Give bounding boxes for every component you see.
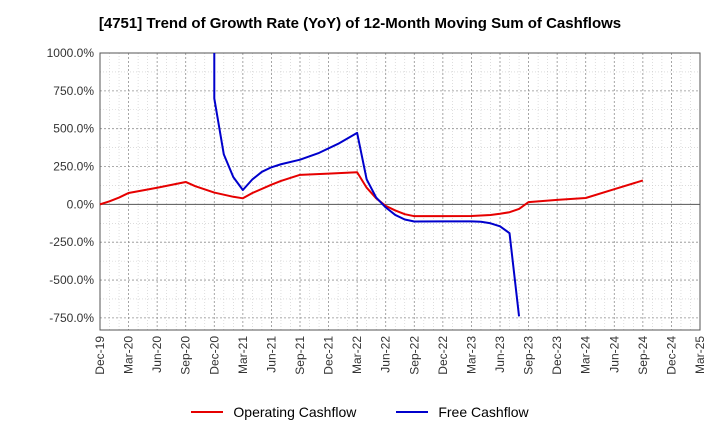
x-tick-label: Dec-21 — [322, 336, 336, 375]
x-tick-label: Mar-23 — [464, 336, 478, 374]
legend-item-free: Free Cashflow — [396, 404, 529, 420]
legend-label-free: Free Cashflow — [438, 404, 529, 420]
x-tick-label: Dec-19 — [93, 336, 107, 375]
x-tick-label: Jun-22 — [379, 336, 393, 373]
legend-item-operating: Operating Cashflow — [191, 404, 356, 420]
x-tick-label: Dec-24 — [664, 336, 678, 375]
x-tick-label: Mar-22 — [350, 336, 364, 374]
y-tick-label: 500.0% — [53, 122, 94, 136]
free-cashflow-line — [213, 53, 521, 317]
y-tick-label: 0.0% — [67, 197, 95, 211]
x-tick-label: Jun-23 — [493, 336, 507, 373]
x-tick-label: Sep-20 — [179, 336, 193, 375]
x-tick-label: Dec-22 — [436, 336, 450, 375]
legend-swatch-operating — [191, 411, 224, 413]
x-tick-label: Jun-21 — [264, 336, 278, 373]
y-tick-label: 750.0% — [53, 84, 94, 98]
y-tick-label: -250.0% — [49, 235, 94, 249]
x-tick-label: Sep-23 — [522, 336, 536, 375]
y-tick-label: 1000.0% — [47, 46, 95, 60]
operating-cashflow-line — [99, 171, 644, 218]
x-tick-label: Mar-20 — [122, 336, 136, 374]
plot-frame — [99, 52, 701, 331]
x-tick-label: Jun-20 — [150, 336, 164, 373]
legend: Operating Cashflow Free Cashflow — [0, 404, 720, 420]
chart-title: [4751] Trend of Growth Rate (YoY) of 12-… — [98, 15, 622, 32]
x-tick-label: Mar-24 — [579, 336, 593, 374]
legend-swatch-free — [396, 411, 429, 413]
x-tick-label: Mar-21 — [236, 336, 250, 374]
x-tick-label: Sep-24 — [636, 336, 650, 375]
x-tick-label: Sep-21 — [293, 336, 307, 375]
legend-label-operating: Operating Cashflow — [233, 404, 357, 420]
y-tick-label: -750.0% — [49, 311, 94, 325]
x-tick-label: Jun-24 — [607, 336, 621, 373]
x-tick-label: Dec-23 — [550, 336, 564, 375]
x-tick-label: Dec-20 — [207, 336, 221, 375]
y-tick-label: 250.0% — [53, 160, 94, 174]
x-tick-label: Mar-25 — [693, 336, 707, 374]
x-tick-label: Sep-22 — [407, 336, 421, 375]
y-tick-label: -500.0% — [49, 273, 94, 287]
